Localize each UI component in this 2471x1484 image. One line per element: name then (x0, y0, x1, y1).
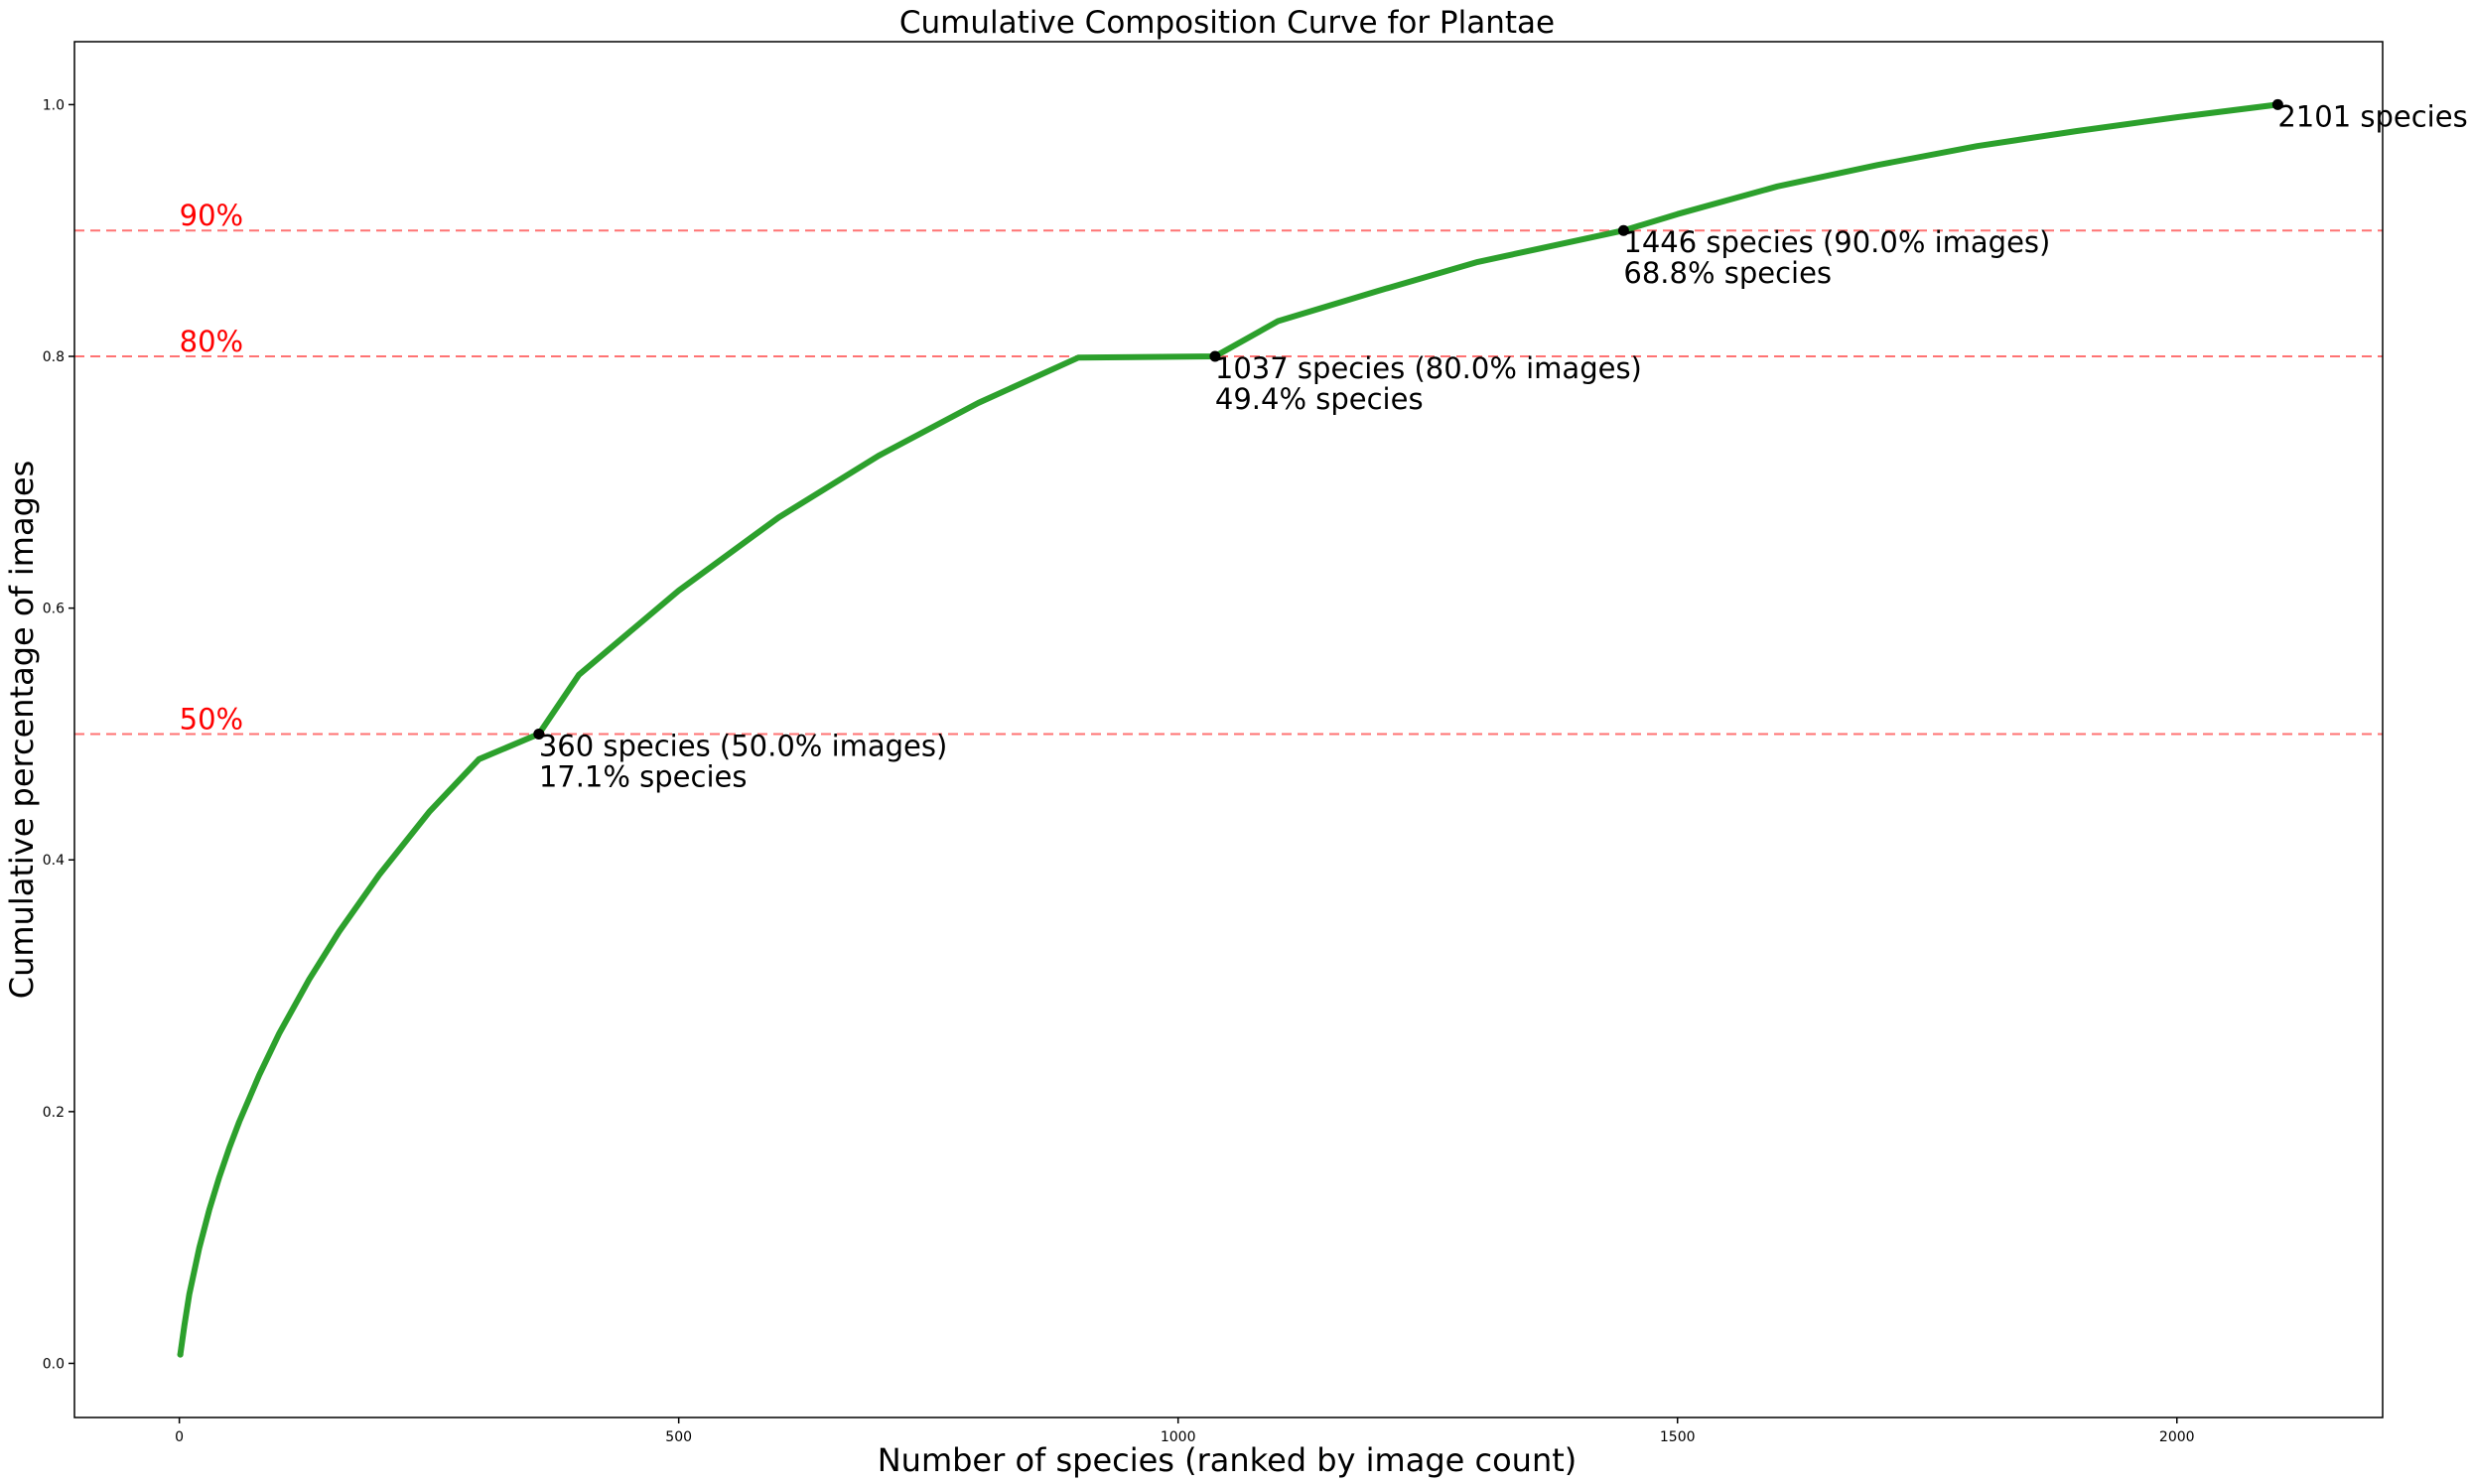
y-tick-label: 0.8 (43, 349, 65, 365)
marker-point (1617, 224, 1629, 236)
annotation-line1: 1446 species (90.0% images) (1623, 225, 2050, 259)
y-tick-label: 0.6 (43, 602, 65, 617)
x-tick-label: 2000 (2159, 1429, 2195, 1445)
annotation-line2: 17.1% species (539, 759, 748, 793)
x-tick-label: 1500 (1660, 1429, 1696, 1445)
series-start-point (177, 1351, 184, 1358)
y-tick-label: 0.0 (43, 1356, 65, 1372)
plot-area: 50% 80% 90% 0 500 1000 1500 2000 0.0 0.2 0.4 0.6 0.8… (43, 41, 2468, 1445)
chart-title: Cumulative Composition Curve for Plantae (899, 5, 1555, 41)
y-tick-label: 1.0 (43, 97, 65, 113)
y-axis-label: Cumulative percentage of images (3, 461, 41, 1000)
threshold-label: 50% (180, 702, 243, 736)
annotation-line1: 2101 species (2277, 99, 2467, 133)
annotation-line2: 68.8% species (1623, 256, 1832, 290)
marker-point (533, 728, 545, 740)
annotation-line2: 49.4% species (1215, 382, 1424, 416)
x-axis-label: Number of species (ranked by image count… (878, 1441, 1578, 1479)
threshold-label: 90% (180, 199, 243, 232)
plot-frame (73, 41, 2384, 1418)
marker-point (2271, 98, 2283, 110)
annotation-line1: 360 species (50.0% images) (539, 729, 948, 762)
x-tick-label: 1000 (1161, 1429, 1196, 1445)
y-tick-label: 0.2 (43, 1105, 65, 1121)
y-tick-label: 0.4 (43, 853, 65, 869)
threshold-label: 80% (180, 325, 243, 358)
marker-point (1209, 350, 1221, 362)
x-tick-label: 0 (175, 1429, 184, 1445)
x-tick-label: 500 (665, 1429, 692, 1445)
annotation-line1: 1037 species (80.0% images) (1215, 351, 1642, 385)
series-line (177, 101, 2281, 1358)
